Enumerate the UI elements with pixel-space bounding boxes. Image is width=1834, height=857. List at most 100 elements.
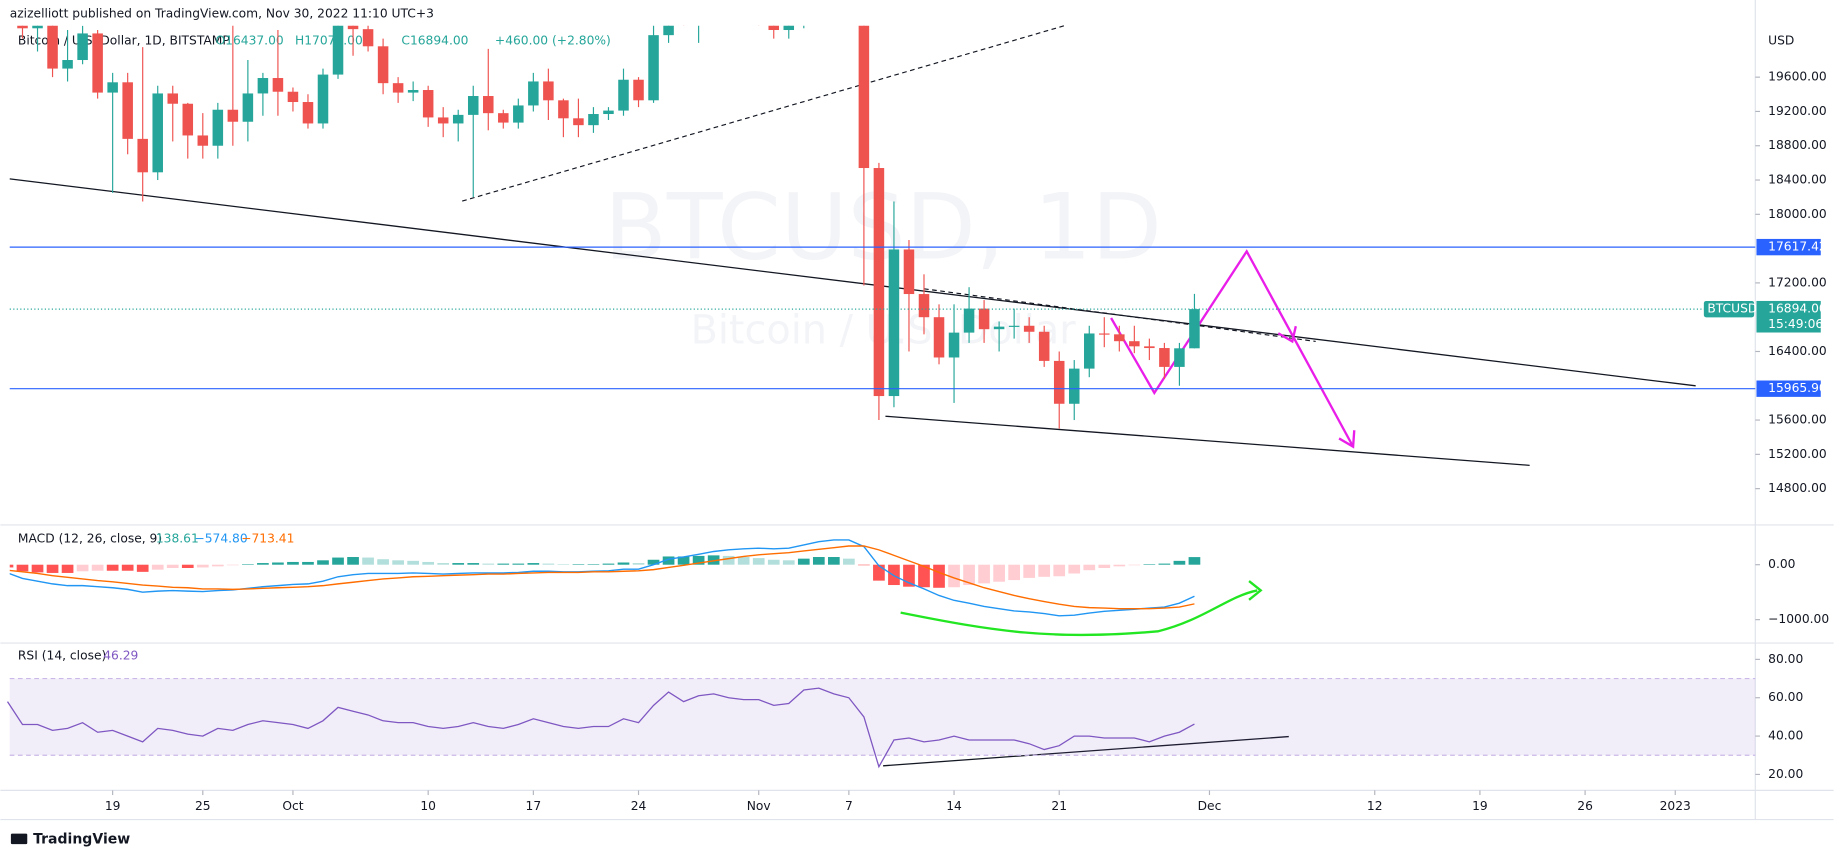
histogram-bar <box>1143 564 1156 565</box>
candle-body <box>648 35 659 101</box>
x-tick-label: Nov <box>747 799 771 813</box>
x-tick-label: 10 <box>420 799 436 813</box>
histogram-bar <box>452 563 465 565</box>
rsi-title: RSI (14, close) <box>18 648 106 662</box>
candle-body <box>1114 334 1125 342</box>
candle-body <box>513 105 524 123</box>
histogram-bar <box>482 563 495 565</box>
candle-body <box>227 109 239 122</box>
candle-body <box>918 294 930 318</box>
histogram-bar <box>933 564 945 588</box>
trendline-dashed <box>923 288 1316 342</box>
candle-body <box>32 25 43 29</box>
histogram-bar <box>1008 564 1020 581</box>
y-tick-label: 15200.00 <box>1768 447 1827 461</box>
candle-body <box>317 74 329 124</box>
projection-path <box>1110 249 1355 448</box>
y-tick-label: 19600.00 <box>1768 70 1827 84</box>
candle-body <box>137 138 148 173</box>
trendline-dashed <box>462 25 1065 202</box>
symbol-label: BTCUSD <box>1707 302 1757 316</box>
histogram-bar <box>722 555 735 565</box>
histogram-bar <box>287 561 299 565</box>
x-tick-label: Dec <box>1198 799 1222 813</box>
histogram-bar <box>31 564 44 573</box>
histogram-bar <box>302 561 314 565</box>
published-note: azizelliott published on TradingView.com… <box>10 7 434 21</box>
histogram-bar <box>317 560 329 565</box>
candle-body <box>618 79 629 111</box>
y-tick-label: 15600.00 <box>1768 413 1827 427</box>
candle-body <box>302 102 314 124</box>
candle-body <box>573 118 584 126</box>
histogram-bar <box>61 564 74 573</box>
legend-close: C16894.00 <box>401 33 468 47</box>
histogram-bar <box>512 563 525 565</box>
histogram-bar <box>1098 564 1111 569</box>
x-tick-label: 2023 <box>1660 799 1691 813</box>
candle-body <box>993 326 1005 330</box>
candle-body <box>1189 309 1200 349</box>
candle-body <box>1008 325 1020 327</box>
histogram-bar <box>903 564 915 587</box>
candle-body <box>257 78 269 94</box>
level-tag <box>1756 238 1821 256</box>
histogram-bar <box>812 557 825 565</box>
logo-icon <box>10 833 28 845</box>
histogram-bar <box>827 557 840 565</box>
y-tick-label: 18800.00 <box>1768 138 1827 152</box>
histogram-bar <box>91 564 104 571</box>
histogram-bar <box>76 564 89 572</box>
histogram-bar <box>1113 564 1126 567</box>
histogram-bar <box>16 564 29 572</box>
histogram-bar <box>467 563 480 565</box>
candle-body <box>122 82 133 139</box>
chart-title: Bitcoin / U.S. Dollar, 1D, BITSTAMP <box>18 33 230 47</box>
candle-body <box>332 25 344 75</box>
histogram-bar <box>572 564 585 565</box>
footer-logo: TradingView <box>10 831 130 847</box>
histogram-bar <box>963 564 975 586</box>
candle-body <box>1174 348 1185 367</box>
currency: USD <box>1768 33 1794 47</box>
y-tick-label: 0.00 <box>1768 557 1795 571</box>
candles <box>17 25 1200 429</box>
histogram-bar <box>1128 564 1141 566</box>
legend-open: O16437.00 <box>215 33 283 47</box>
y-tick-label: 16400.00 <box>1768 344 1827 358</box>
candle-body <box>182 103 194 136</box>
x-tick-label: 21 <box>1051 799 1067 813</box>
rsi-band <box>9 678 1756 756</box>
candle-body <box>588 114 599 126</box>
histogram-bar <box>797 558 810 565</box>
histogram-bar <box>497 563 510 565</box>
x-tick-label: Oct <box>282 799 303 813</box>
y-tick-label: 40.00 <box>1768 729 1803 743</box>
candle-body <box>1159 348 1170 367</box>
histogram-bar <box>782 560 795 565</box>
legend-change: +460.00 (+2.80%) <box>495 33 611 47</box>
histogram-bar <box>181 564 194 569</box>
histogram-bar <box>151 564 164 570</box>
level-tag <box>1756 380 1821 397</box>
histogram-bar <box>647 559 660 565</box>
histogram-bar <box>542 563 555 565</box>
histogram-bar <box>587 564 600 565</box>
histogram-bar <box>527 563 540 565</box>
y-tick-label: 14800.00 <box>1768 481 1827 495</box>
trendline <box>9 178 1696 387</box>
histogram-bar <box>1158 563 1171 565</box>
y-tick-label: 18000.00 <box>1768 207 1827 221</box>
symbol-tag <box>1703 300 1755 318</box>
histogram-bar <box>1038 564 1051 577</box>
rsi-trendline <box>883 735 1289 767</box>
y-tick-label: −1000.00 <box>1768 612 1829 626</box>
histogram-bar <box>437 563 450 565</box>
macd-hist-value: 138.61 <box>156 531 199 545</box>
candle-body <box>152 93 163 173</box>
drawings <box>9 25 1696 767</box>
candle-body <box>1038 331 1050 361</box>
histogram-bar <box>993 564 1005 582</box>
histogram-bar <box>948 564 960 588</box>
countdown: 15:49:06 <box>1768 317 1823 331</box>
